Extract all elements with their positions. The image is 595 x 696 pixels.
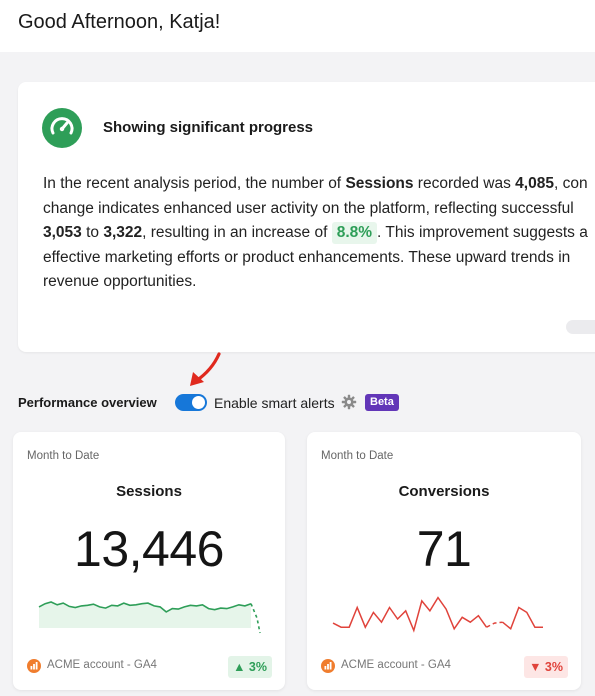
text-segment: recorded was [413,175,516,192]
metric-title: Sessions [116,483,182,500]
text-segment: . This improvement suggests a [377,224,588,241]
source-label: ACME account - GA4 [47,659,157,671]
conversions-card[interactable]: Month to Date Conversions 71 ACME accoun… [307,432,581,690]
period-label: Month to Date [27,450,100,462]
insight-text: In the recent analysis period, the numbe… [43,172,595,295]
text-segment: , con [553,175,588,192]
gear-icon[interactable] [341,394,357,410]
sparkline-line [38,601,252,613]
horizontal-scrollbar[interactable] [566,320,595,334]
insight-line: effective marketing efforts or product e… [43,248,571,266]
beta-badge: Beta [365,394,399,411]
metric-number: 3,053 [43,224,82,241]
sparkline-line [502,606,543,631]
annotation-arrow-icon [190,352,221,386]
smart-alerts-toggle[interactable] [175,394,207,411]
metric-value: 71 [416,521,472,577]
source-label: ACME account - GA4 [341,659,451,671]
text-segment: , resulting in an increase of [142,224,332,241]
sessions-sparkline [38,601,261,634]
analytics-icon [321,659,335,673]
smart-alerts-label: Enable smart alerts [214,395,335,411]
insight-line: In the recent analysis period, the numbe… [43,172,595,197]
metric-name: Sessions [345,175,414,192]
page-title: Good Afternoon, Katja! [18,11,221,33]
insight-line: 3,053 to 3,322, resulting in an increase… [43,221,595,246]
text-segment: In the recent analysis period, the numbe… [43,175,346,192]
analytics-icon [27,659,41,673]
sparkline-forecast [250,603,261,634]
insight-line: change indicates enhanced user activity … [43,199,574,217]
toggle-knob [192,396,205,409]
metric-value: 13,446 [74,521,224,577]
insight-line: revenue opportunities. [43,273,197,290]
change-badge: ▲ 3% [228,656,272,678]
top-bar: Good Afternoon, Katja! [0,0,595,52]
metric-title: Conversions [398,483,490,500]
sessions-card[interactable]: Month to Date Sessions 13,446 ACME accou… [13,432,285,690]
sparkline-line [332,596,488,633]
sparkline-gap [486,621,503,628]
performance-overview-label: Performance overview [18,395,157,410]
insight-card: Showing significant progress In the rece… [18,82,595,352]
metric-number: 3,322 [103,224,143,241]
increase-badge: 8.8% [331,222,378,244]
insight-title: Showing significant progress [103,119,314,136]
change-badge: ▼ 3% [524,656,568,678]
metric-number: 4,085 [515,175,554,192]
conversions-sparkline [332,596,543,633]
speedometer-icon [42,108,82,148]
performance-overview-bar: Performance overview Enable smart alerts… [18,393,595,413]
period-label: Month to Date [321,450,394,462]
sparkline-area [39,602,251,628]
text-segment: to [81,224,104,241]
